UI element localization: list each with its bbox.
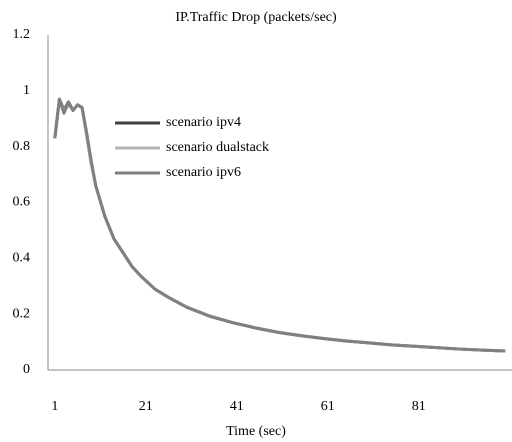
y-tick-label: 0.6	[13, 195, 31, 210]
legend-label: scenario ipv4	[166, 115, 241, 130]
y-tick-label: 0.8	[13, 139, 31, 154]
series-line	[53, 97, 506, 353]
x-tick-label: 41	[230, 399, 244, 414]
y-tick-label: 0.2	[13, 306, 31, 321]
series-line	[53, 100, 506, 353]
series-line	[53, 97, 506, 353]
x-axis-title: Time (sec)	[226, 424, 286, 439]
y-tick-label: 0	[23, 362, 30, 377]
x-tick-label: 1	[51, 399, 58, 414]
x-tick-label: 21	[139, 399, 153, 414]
y-tick-label: 0.4	[13, 251, 31, 266]
x-tick-label: 81	[412, 399, 426, 414]
x-tick-label: 61	[321, 399, 335, 414]
chart-title: IP.Traffic Drop (packets/sec)	[175, 10, 337, 25]
legend-label: scenario dualstack	[166, 140, 269, 155]
y-tick-label: 1.2	[13, 27, 31, 42]
y-tick-label: 1	[23, 83, 30, 98]
legend-label: scenario ipv6	[166, 165, 241, 180]
